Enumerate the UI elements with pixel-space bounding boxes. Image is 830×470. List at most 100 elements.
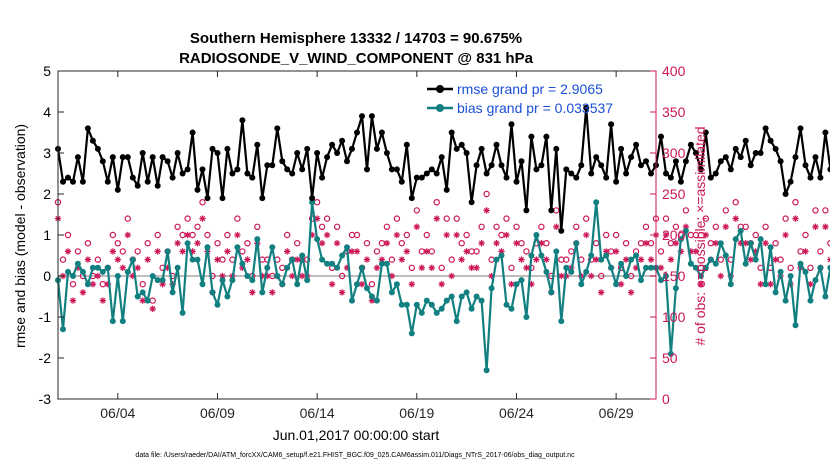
- obs-possible-marker: [692, 231, 700, 239]
- bias-point: [274, 273, 281, 279]
- rmse-point: [169, 174, 176, 181]
- obs-possible-marker: [398, 239, 405, 247]
- bias-point: [299, 252, 306, 259]
- rmse-point: [812, 154, 819, 161]
- rmse-point: [194, 186, 201, 193]
- bias-point: [398, 301, 405, 308]
- obs-assimilated-stroke: [199, 215, 206, 222]
- bias-point: [418, 309, 425, 316]
- obs-possible-marker: [134, 248, 141, 255]
- obs-assimilated-marker: [473, 264, 480, 271]
- bias-point: [752, 256, 759, 263]
- obs-assimilated-stroke: [748, 256, 754, 263]
- rmse-point: [493, 141, 500, 148]
- obs-assimilated-marker: [822, 223, 829, 230]
- rmse-point: [304, 145, 311, 152]
- bias-point: [269, 244, 276, 251]
- rmse-point: [498, 162, 505, 169]
- obs-assimilated-marker: [244, 256, 251, 263]
- bias-point: [792, 322, 799, 329]
- obs-assimilated-marker: [353, 248, 361, 255]
- bias-point: [344, 244, 350, 251]
- obs-assimilated-marker: [184, 231, 191, 239]
- obs-assimilated-stroke: [772, 256, 779, 263]
- rmse-point: [378, 129, 385, 136]
- obs-assimilated-marker: [443, 231, 450, 239]
- obs-assimilated-stroke: [668, 256, 674, 263]
- obs-assimilated-marker: [453, 231, 460, 239]
- obs-assimilated-stroke: [468, 265, 475, 271]
- y-axis-right-label: # of obs: o=possible; ×=assimilated: [692, 126, 708, 345]
- obs-possible-marker: [453, 215, 460, 222]
- obs-assimilated-marker: [782, 231, 789, 239]
- obs-possible-marker: [493, 223, 500, 230]
- bias-point: [289, 256, 296, 263]
- obs-assimilated-marker: [313, 215, 321, 222]
- y-left-tick-label: 1: [43, 227, 51, 243]
- obs-possible-marker: [523, 248, 530, 255]
- rmse-point: [563, 166, 570, 173]
- obs-assimilated-marker: [373, 264, 381, 271]
- obs-assimilated-stroke: [329, 281, 335, 287]
- bias-point: [244, 273, 251, 279]
- rmse-point: [513, 178, 520, 185]
- bias-point: [498, 252, 505, 259]
- obs-possible-marker: [478, 223, 485, 230]
- rmse-point: [344, 158, 350, 165]
- rmse-point: [483, 170, 490, 177]
- obs-possible-marker: [722, 207, 730, 214]
- obs-assimilated-stroke: [374, 265, 380, 271]
- y-left-tick-label: 0: [43, 268, 51, 284]
- x-axis-label: Jun.01,2017 00:00:00 start: [273, 427, 440, 443]
- obs-assimilated-marker: [772, 256, 779, 263]
- obs-possible-marker: [817, 248, 824, 255]
- obs-assimilated-marker: [124, 231, 131, 239]
- bias-point: [558, 318, 565, 325]
- bias-point: [224, 293, 231, 300]
- bias-point: [114, 273, 121, 279]
- obs-assimilated-stroke: [125, 232, 131, 238]
- obs-assimilated-marker: [597, 289, 605, 296]
- rmse-point: [428, 166, 435, 173]
- bias-point: [697, 273, 704, 279]
- rmse-point: [164, 158, 171, 165]
- obs-assimilated-marker: [284, 248, 291, 255]
- obs-assimilated-marker: [289, 272, 296, 280]
- rmse-point: [538, 162, 545, 169]
- rmse-point: [368, 113, 375, 120]
- obs-possible-marker: [84, 239, 92, 247]
- bias-point: [628, 256, 635, 263]
- obs-assimilated-marker: [398, 256, 406, 263]
- bias-point: [568, 268, 575, 275]
- obs-possible-marker: [563, 256, 570, 263]
- y-right-tick-label: 0: [662, 391, 670, 407]
- bias-point: [618, 260, 625, 267]
- y-right-tick-label: 100: [662, 309, 686, 325]
- obs-possible-marker: [598, 272, 605, 280]
- bias-point: [772, 289, 779, 296]
- bias-point: [663, 273, 669, 279]
- rmse-point: [643, 158, 649, 165]
- obs-count-series: [54, 190, 830, 312]
- bias-point: [732, 236, 739, 243]
- obs-assimilated-marker: [119, 264, 126, 271]
- rmse-point: [354, 129, 360, 136]
- obs-assimilated-stroke: [384, 240, 390, 246]
- rmse-point: [334, 150, 341, 156]
- obs-assimilated-stroke: [364, 256, 370, 263]
- rmse-point: [264, 162, 271, 169]
- rmse-point: [84, 125, 91, 132]
- bias-point: [154, 277, 161, 284]
- bias-point: [443, 297, 450, 304]
- bias-point: [264, 264, 271, 271]
- chart-title-line2: RADIOSONDE_V_WIND_COMPONENT @ 831 hPa: [179, 50, 534, 67]
- bias-point: [643, 264, 649, 271]
- rmse-point: [463, 150, 470, 156]
- bias-point: [284, 264, 291, 271]
- plot-area: [58, 71, 656, 399]
- rmse-point: [309, 195, 316, 202]
- obs-possible-marker: [423, 231, 430, 239]
- bias-point: [209, 289, 216, 296]
- obs-assimilated-marker: [423, 248, 430, 255]
